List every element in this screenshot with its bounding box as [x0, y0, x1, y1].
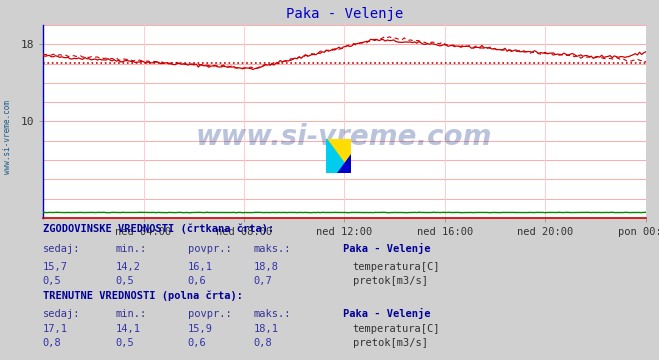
Text: sedaj:: sedaj:	[43, 244, 80, 254]
Text: min.:: min.:	[115, 309, 146, 319]
Text: povpr.:: povpr.:	[188, 309, 231, 319]
Text: 0,8: 0,8	[254, 338, 272, 348]
Text: temperatura[C]: temperatura[C]	[353, 324, 440, 334]
Text: 0,6: 0,6	[188, 338, 206, 348]
Text: www.si-vreme.com: www.si-vreme.com	[3, 100, 13, 174]
Text: 0,8: 0,8	[43, 338, 61, 348]
Text: 15,7: 15,7	[43, 262, 68, 272]
Polygon shape	[326, 139, 351, 173]
Text: 0,5: 0,5	[115, 338, 134, 348]
Text: 14,2: 14,2	[115, 262, 140, 272]
Text: 0,7: 0,7	[254, 276, 272, 287]
Text: min.:: min.:	[115, 244, 146, 254]
Text: 0,6: 0,6	[188, 276, 206, 287]
Text: 14,1: 14,1	[115, 324, 140, 334]
Text: Paka - Velenje: Paka - Velenje	[343, 243, 430, 254]
Title: Paka - Velenje: Paka - Velenje	[286, 7, 403, 21]
Text: pretok[m3/s]: pretok[m3/s]	[353, 338, 428, 348]
Text: 16,1: 16,1	[188, 262, 213, 272]
Text: maks.:: maks.:	[254, 309, 291, 319]
Text: Paka - Velenje: Paka - Velenje	[343, 308, 430, 319]
Text: 15,9: 15,9	[188, 324, 213, 334]
Text: 0,5: 0,5	[115, 276, 134, 287]
Text: 0,5: 0,5	[43, 276, 61, 287]
Polygon shape	[337, 154, 351, 173]
Text: 17,1: 17,1	[43, 324, 68, 334]
Text: povpr.:: povpr.:	[188, 244, 231, 254]
Text: ZGODOVINSKE VREDNOSTI (črtkana črta):: ZGODOVINSKE VREDNOSTI (črtkana črta):	[43, 224, 274, 234]
Text: pretok[m3/s]: pretok[m3/s]	[353, 276, 428, 287]
Polygon shape	[326, 139, 351, 173]
Text: sedaj:: sedaj:	[43, 309, 80, 319]
Text: www.si-vreme.com: www.si-vreme.com	[196, 123, 492, 151]
Text: 18,8: 18,8	[254, 262, 279, 272]
Text: TRENUTNE VREDNOSTI (polna črta):: TRENUTNE VREDNOSTI (polna črta):	[43, 290, 243, 301]
Text: 18,1: 18,1	[254, 324, 279, 334]
Text: temperatura[C]: temperatura[C]	[353, 262, 440, 272]
Text: maks.:: maks.:	[254, 244, 291, 254]
